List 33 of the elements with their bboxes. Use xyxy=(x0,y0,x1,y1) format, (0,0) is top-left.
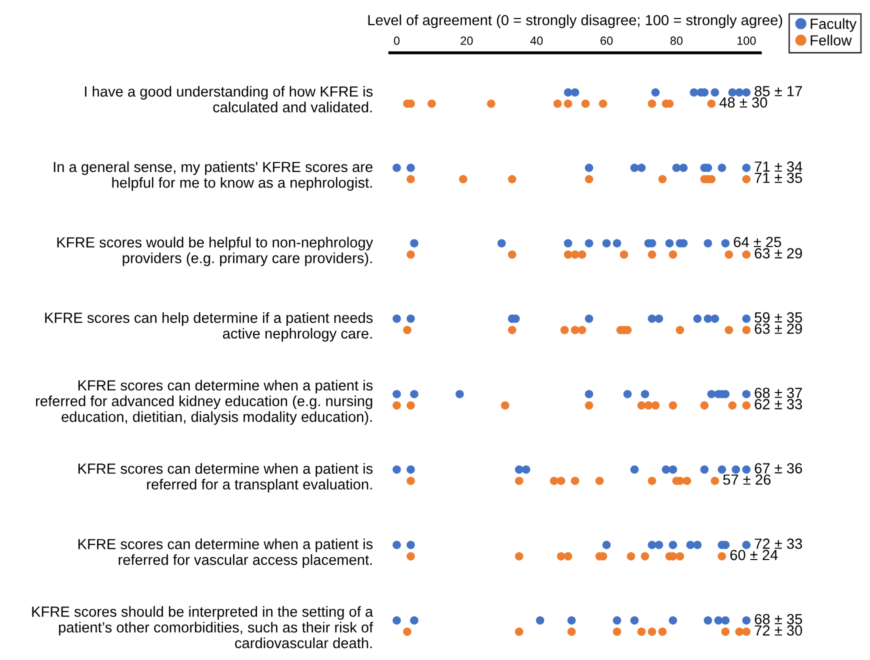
y-tick-label: KFRE scores can determine when a patient is referred for a transplant evaluation. xyxy=(78,463,373,492)
y-tick-label: KFRE scores can help determine if a patient needs active nephrology care. xyxy=(45,312,373,342)
x-tick-label: 100 xyxy=(737,36,756,45)
x-tick-label: 0 xyxy=(394,36,400,45)
x-tick-label: 80 xyxy=(670,36,683,45)
x-tick-label: 40 xyxy=(530,36,543,45)
annotation: 63 ± 29 xyxy=(754,324,802,334)
x-tick-label: 60 xyxy=(600,36,613,45)
x-axis-title: Level of agreement (0 = strongly disagree; 100 = strongly agree) xyxy=(368,14,782,28)
annotation: 72 ± 33 xyxy=(754,538,802,549)
y-tick-label: KFRE scores can determine when a patient is referred for vascular access placement. xyxy=(78,538,373,568)
y-tick-label: KFRE scores can determine when a patient is referred for advanced kidney education (e.g. nursing education, dietitian, dialysis modality education). xyxy=(36,380,373,425)
x-tick-label: 20 xyxy=(460,36,473,45)
annotation: 64 ± 25 xyxy=(734,236,782,248)
annotation: 57 ± 26 xyxy=(723,474,771,485)
y-tick-label: I have a good understanding of how KFRE is calculated and validated. xyxy=(85,86,373,112)
y-tick-label: KFRE scores would be helpful to non-nephrology providers (e.g. primary care providers). xyxy=(57,236,374,266)
annotation: 71 ± 35 xyxy=(754,172,802,184)
annotation: 60 ± 24 xyxy=(730,550,778,560)
y-tick-label: In a general sense, my patients' KFRE scores are helpful for me to know as a nephrologist. xyxy=(54,161,372,191)
annotation: 68 ± 37 xyxy=(754,388,802,398)
annotation: 72 ± 30 xyxy=(754,625,802,636)
annotation: 48 ± 30 xyxy=(719,97,768,108)
legend-label: Faculty xyxy=(810,18,857,32)
legend-label: Fellow xyxy=(810,34,852,46)
annotation: 71 ± 34 xyxy=(754,161,802,172)
annotation: 59 ± 35 xyxy=(754,312,802,323)
annotation: 68 ± 35 xyxy=(754,614,802,624)
annotation: 85 ± 17 xyxy=(754,86,802,96)
annotation: 63 ± 29 xyxy=(754,248,802,258)
annotation: 67 ± 36 xyxy=(754,463,802,474)
annotation: 62 ± 33 xyxy=(754,399,802,410)
y-tick-label: KFRE scores should be interpreted in the setting of a patient’s other comorbidities, such as their risk of cardiovascular death. xyxy=(32,606,374,648)
